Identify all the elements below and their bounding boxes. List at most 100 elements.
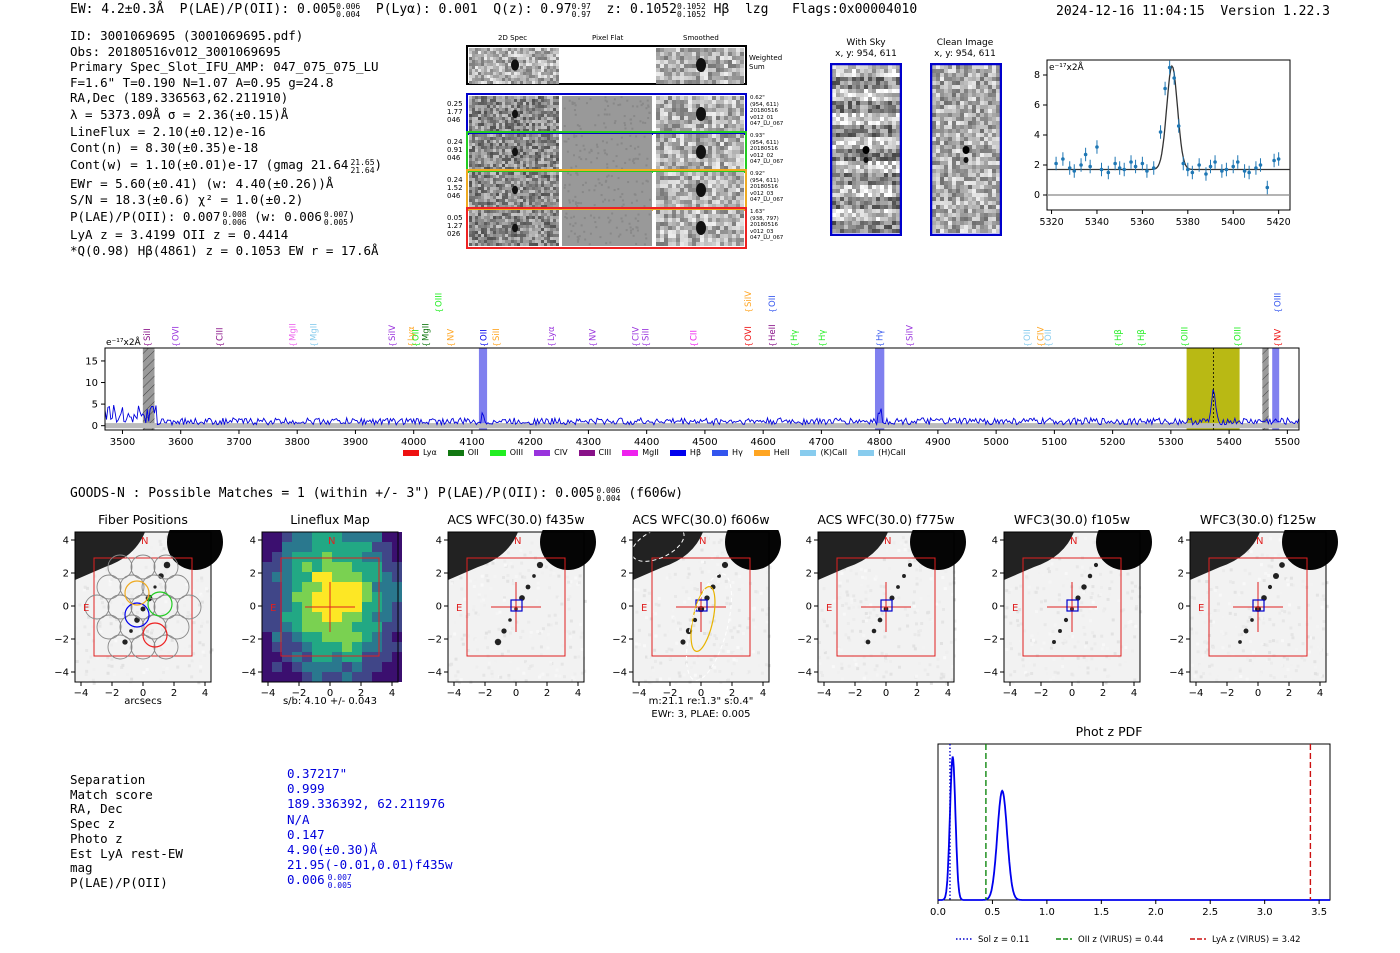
spectrum-y-tick: 10 — [85, 378, 98, 389]
spectrum-highlight — [874, 348, 885, 430]
cutout-left-label: 0.24 1.52 046 — [447, 176, 463, 200]
cutout-left-label: 0.25 1.77 046 — [447, 100, 463, 124]
line-marker: Hβ{ — [1114, 329, 1124, 347]
line-marker-label: Hγ — [876, 330, 886, 341]
data-point — [1242, 169, 1247, 173]
zoom-x-tick: 5400 — [1221, 217, 1245, 228]
cutout-meta: 0.62" — [750, 95, 765, 101]
legend-item: Lyα — [403, 448, 437, 457]
stamp-x-tick: 0 — [1069, 688, 1075, 699]
match-label: Est LyA rest-EW — [70, 845, 183, 861]
line-marker: OII{ — [768, 295, 778, 313]
data-point — [1167, 65, 1172, 70]
legend-item: Hβ — [669, 448, 701, 457]
photz-x-tick: 0.5 — [984, 907, 1000, 918]
zoom-y-tick: 4 — [1034, 130, 1040, 141]
data-point — [1140, 161, 1145, 166]
stamp-y-tick: −4 — [241, 668, 256, 679]
stamp-title: Lineflux Map — [290, 512, 370, 527]
spectrum-y-tick: 5 — [92, 400, 98, 411]
plae-hi: 0.006 — [336, 2, 361, 11]
stamp-x-tick: 4 — [1131, 688, 1137, 699]
legend-label: HeII — [773, 448, 790, 457]
spectrum-highlight — [142, 348, 155, 430]
flags-value: Flags:0x00004010 — [791, 2, 918, 17]
info-line: EWr = 5.60(±0.41) (w: 4.40(±0.26))Å — [70, 175, 334, 191]
fiber-circle — [84, 594, 110, 620]
legend-label: Lyα — [423, 448, 437, 457]
line-marker-label: MgII — [289, 323, 299, 341]
stamp-image: N E −4 −2 0 2 4 4 2 0 −2 −4 — [241, 531, 402, 699]
data-point — [1190, 170, 1195, 175]
cutout-stat: 1.52 — [447, 184, 463, 192]
spectrum-x-tick: 4000 — [401, 437, 426, 448]
line-marker-label: NV — [589, 329, 599, 341]
line-marker-label: MgII — [310, 323, 320, 341]
stamp-y-tick: 2 — [992, 569, 998, 580]
info-line: λ = 5373.09Å σ = 2.36(±0.15)Å — [70, 106, 289, 122]
legend-item: Hγ — [712, 448, 743, 457]
stamp-x-tick: −2 — [105, 688, 120, 699]
stamp-title: WFC3(30.0) f125w — [1199, 512, 1317, 527]
z-value: z: 0.1052 — [606, 2, 677, 17]
legend-label: OII — [467, 448, 479, 457]
spectrum-x-tick: 4500 — [692, 437, 717, 448]
detection-info: ID: 3001069695 (3001069695.pdf) Obs: 2018… — [70, 28, 382, 258]
zoom-y-tick: 2 — [1034, 160, 1040, 171]
stamp-y-tick: 4 — [1178, 536, 1184, 547]
line-marker-label: OII — [480, 329, 490, 341]
cutout-right-label: 0.93" (954, 611) 20180516 v012_02 047_LU_067 — [750, 133, 783, 166]
legend-label: Hγ — [732, 448, 743, 457]
data-point — [1235, 160, 1240, 164]
match-table-values: 0.37217" 0.999 189.336392, 62.211976 N/A 0.1… — [287, 766, 453, 890]
line-marker: NV{ — [589, 329, 599, 347]
match-value: 0.37217" — [287, 766, 453, 781]
match-value: 0.999 — [287, 781, 453, 796]
stamp-image: N E −4 −2 0 2 4 4 2 0 −2 −4 — [612, 530, 781, 699]
info-line: LineFlux = 2.10(±0.12)e-16 — [70, 123, 266, 139]
zoom-y-tick: 6 — [1034, 100, 1040, 111]
stamp-y-tick: −4 — [797, 668, 812, 679]
stamp-x-tick: 2 — [544, 688, 550, 699]
matches-filter: (f606w) — [628, 486, 684, 501]
spectrum-x-tick: 5100 — [1042, 437, 1067, 448]
line-marker-label: Hγ — [790, 330, 800, 341]
cutout-right-label: 0.92" (954, 611) 20180516 v012_03 047_LU_067 — [750, 171, 783, 204]
legend-item: (K)CaII — [800, 448, 847, 457]
stamp-x-tick: 0 — [140, 688, 146, 699]
photz-curve — [938, 756, 1330, 901]
spectrum-highlight — [478, 348, 488, 430]
info-line: F=1.6" T=0.190 N=1.07 A=0.95 g=24.8 — [70, 74, 334, 90]
search-box — [1022, 557, 1122, 657]
zoom-x-tick: 5340 — [1085, 217, 1109, 228]
cutout-stat: 046 — [447, 192, 461, 200]
line-marker-label: Lyα — [547, 326, 557, 341]
data-point — [1224, 167, 1229, 172]
stamp-y-tick: 0 — [436, 602, 442, 613]
with-sky-header: With Sky x, y: 954, 611 — [831, 38, 901, 60]
stamp-caption: m:21.1 re:1.3" s:0.4" — [648, 696, 754, 707]
line-marker-label: Hβ — [1114, 329, 1124, 341]
search-box — [836, 557, 936, 657]
col-2d-spec: 2D Spec — [498, 34, 528, 42]
line-marker: SiIV{ — [905, 325, 915, 347]
data-point — [1122, 167, 1127, 172]
data-point — [1254, 166, 1258, 170]
stamp-y-tick: 4 — [250, 536, 256, 547]
datetime: 2024-12-16 11:04:15 — [1056, 4, 1205, 19]
stamp-image: N E −4 −2 0 2 4 4 2 0 −2 −4 — [797, 530, 966, 699]
legend-item: MgII — [622, 448, 659, 457]
info-line: ID: 3001069695 (3001069695.pdf) — [70, 28, 304, 43]
full-spectrum-chart: e⁻¹⁷x2Å 3500 3600 3700 3800 3900 4000 4100 4200… — [85, 291, 1300, 448]
cutout-meta: (954, 611) — [750, 101, 779, 108]
stamp-y-tick: −2 — [1169, 635, 1184, 646]
photz-x-tick: 0.0 — [930, 907, 946, 918]
fiber-circle — [119, 574, 145, 600]
photz-x-tick: 3.0 — [1257, 907, 1273, 918]
stamp-x-tick: −2 — [1220, 688, 1235, 699]
legend-item: CIII — [578, 448, 611, 457]
match-value-text: N/A — [287, 811, 310, 827]
match-value-text: 4.90(±0.30)Å — [287, 842, 378, 858]
line-marker-label: NV — [446, 329, 456, 341]
photz-title: Phot z PDF — [1076, 724, 1143, 739]
